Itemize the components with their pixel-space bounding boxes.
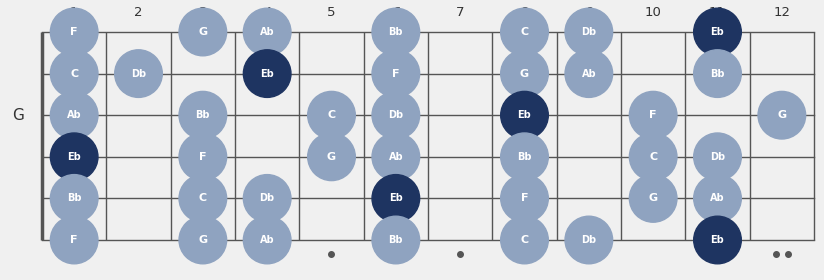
Text: 12: 12 (774, 6, 790, 18)
Circle shape (243, 216, 291, 264)
Text: 3: 3 (199, 6, 207, 18)
Text: 2: 2 (134, 6, 143, 18)
Text: Ab: Ab (67, 110, 82, 120)
Text: Db: Db (710, 152, 725, 162)
Circle shape (50, 91, 98, 139)
Circle shape (179, 216, 227, 264)
Text: Db: Db (388, 110, 404, 120)
Text: Eb: Eb (517, 110, 531, 120)
Text: C: C (199, 193, 207, 203)
Text: C: C (521, 235, 528, 245)
Text: 1: 1 (70, 6, 78, 18)
Circle shape (758, 91, 806, 139)
Circle shape (179, 91, 227, 139)
Circle shape (372, 8, 419, 56)
Text: G: G (199, 235, 208, 245)
Text: Bb: Bb (195, 110, 210, 120)
Text: Ab: Ab (389, 152, 403, 162)
Circle shape (372, 91, 419, 139)
Circle shape (630, 133, 677, 181)
Text: F: F (649, 110, 657, 120)
Text: Ab: Ab (710, 193, 725, 203)
Text: Bb: Bb (517, 152, 531, 162)
Text: Eb: Eb (68, 152, 81, 162)
Circle shape (630, 175, 677, 222)
Text: G: G (199, 27, 208, 37)
Text: C: C (327, 110, 335, 120)
Text: Eb: Eb (389, 193, 403, 203)
Circle shape (179, 175, 227, 222)
Circle shape (372, 175, 419, 222)
Text: Ab: Ab (582, 69, 596, 79)
Text: C: C (649, 152, 658, 162)
Text: 5: 5 (327, 6, 335, 18)
Circle shape (50, 8, 98, 56)
Text: F: F (70, 27, 78, 37)
Text: 4: 4 (263, 6, 271, 18)
Circle shape (307, 91, 355, 139)
Text: G: G (520, 69, 529, 79)
Circle shape (565, 216, 612, 264)
Circle shape (630, 91, 677, 139)
Circle shape (243, 175, 291, 222)
Text: Ab: Ab (260, 235, 274, 245)
Text: 8: 8 (520, 6, 529, 18)
Text: Db: Db (131, 69, 146, 79)
Text: Db: Db (260, 193, 274, 203)
Circle shape (694, 8, 742, 56)
Text: 6: 6 (391, 6, 400, 18)
Text: Eb: Eb (260, 69, 274, 79)
Circle shape (501, 133, 548, 181)
Circle shape (307, 133, 355, 181)
Text: F: F (392, 69, 400, 79)
Circle shape (179, 133, 227, 181)
Circle shape (372, 216, 419, 264)
Circle shape (501, 8, 548, 56)
Circle shape (501, 175, 548, 222)
Text: 10: 10 (644, 6, 662, 18)
Circle shape (694, 50, 742, 97)
Text: G: G (648, 193, 658, 203)
Text: Ab: Ab (260, 27, 274, 37)
Circle shape (565, 50, 612, 97)
Text: G: G (777, 110, 786, 120)
Circle shape (243, 50, 291, 97)
Text: 9: 9 (585, 6, 593, 18)
Circle shape (179, 8, 227, 56)
Text: 11: 11 (709, 6, 726, 18)
Text: Bb: Bb (389, 235, 403, 245)
Circle shape (694, 133, 742, 181)
Text: F: F (70, 235, 78, 245)
Text: F: F (199, 152, 207, 162)
Text: Db: Db (581, 27, 597, 37)
Text: Eb: Eb (710, 27, 724, 37)
Circle shape (372, 133, 419, 181)
Text: G: G (327, 152, 336, 162)
Circle shape (565, 8, 612, 56)
Text: Bb: Bb (67, 193, 82, 203)
Circle shape (243, 8, 291, 56)
Circle shape (50, 216, 98, 264)
Text: Bb: Bb (389, 27, 403, 37)
Circle shape (115, 50, 162, 97)
Text: G: G (12, 108, 24, 123)
Circle shape (501, 50, 548, 97)
Text: Bb: Bb (710, 69, 725, 79)
Circle shape (50, 50, 98, 97)
Circle shape (50, 175, 98, 222)
Circle shape (694, 175, 742, 222)
Text: 7: 7 (456, 6, 465, 18)
Circle shape (50, 133, 98, 181)
Circle shape (501, 216, 548, 264)
Circle shape (372, 50, 419, 97)
Text: Eb: Eb (710, 235, 724, 245)
Text: C: C (70, 69, 78, 79)
Text: C: C (521, 27, 528, 37)
Circle shape (501, 91, 548, 139)
Text: F: F (521, 193, 528, 203)
Circle shape (694, 216, 742, 264)
Text: Db: Db (581, 235, 597, 245)
